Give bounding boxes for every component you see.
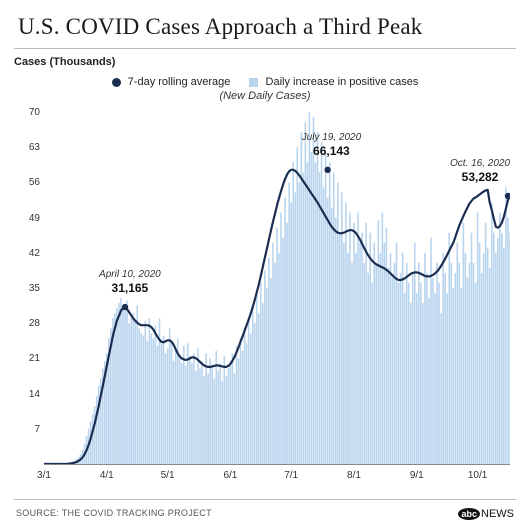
annotation-date: July 19, 2020 [302,132,362,144]
annotation-value: 31,165 [99,281,161,295]
legend-line-swatch [112,78,121,87]
annotation-value: 66,143 [302,144,362,158]
brand-logo: abcNEWS [458,508,514,520]
annotation: July 19, 202066,143 [302,132,362,158]
y-tick-label: 14 [18,389,40,400]
y-tick-label: 56 [18,177,40,188]
x-tick-label: 9/1 [410,470,424,481]
top-rule [14,48,516,49]
x-axis-line [44,464,510,465]
y-tick-label: 42 [18,248,40,259]
annotation: April 10, 202031,165 [99,269,161,295]
legend-line-label: 7-day rolling average [128,76,231,88]
legend-subtitle: (New Daily Cases) [0,90,530,102]
x-tick-label: 5/1 [161,470,175,481]
legend: 7-day rolling average Daily increase in … [0,76,530,102]
y-tick-label: 63 [18,142,40,153]
bottom-rule [14,499,516,500]
y-tick-label: 49 [18,213,40,224]
y-tick-label: 70 [18,107,40,118]
x-tick-label: 4/1 [100,470,114,481]
y-tick-label: 35 [18,283,40,294]
annotation-date: April 10, 2020 [99,269,161,281]
brand-news: NEWS [481,508,514,520]
annotation: Oct. 16, 202053,282 [450,158,510,184]
brand-abc: abc [458,508,480,520]
y-axis-title: Cases (Thousands) [14,56,115,68]
legend-bar-swatch [249,78,258,87]
x-tick-label: 3/1 [37,470,51,481]
x-tick-label: 6/1 [223,470,237,481]
x-tick-label: 10/1 [468,470,487,481]
y-tick-label: 28 [18,318,40,329]
y-tick-label: 7 [18,424,40,435]
chart-title: U.S. COVID Cases Approach a Third Peak [18,14,423,40]
chart-container: U.S. COVID Cases Approach a Third Peak C… [0,0,530,530]
annotation-date: Oct. 16, 2020 [450,158,510,170]
source-text: SOURCE: THE COVID TRACKING PROJECT [16,508,212,518]
annotation-value: 53,282 [450,170,510,184]
x-tick-label: 7/1 [284,470,298,481]
y-tick-label: 21 [18,353,40,364]
x-tick-label: 8/1 [347,470,361,481]
legend-bar-label: Daily increase in positive cases [266,76,419,88]
